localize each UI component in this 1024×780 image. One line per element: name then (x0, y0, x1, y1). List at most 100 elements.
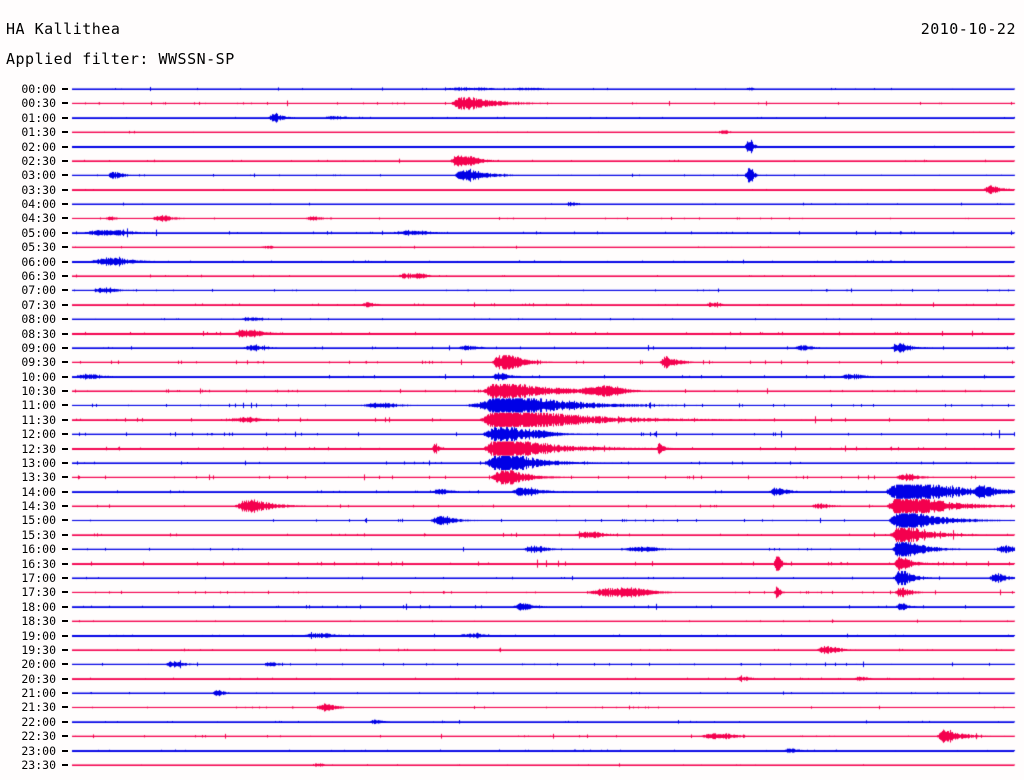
time-label-1600: 16:00 (21, 542, 56, 557)
time-tick (62, 764, 68, 766)
time-label-0030: 00:30 (21, 96, 56, 111)
time-tick (62, 332, 68, 335)
time-tick (62, 634, 68, 637)
time-label-1000: 10:00 (21, 369, 56, 384)
time-tick (62, 433, 68, 436)
time-tick (62, 577, 68, 580)
time-tick (62, 318, 68, 321)
time-tick (62, 519, 68, 522)
time-tick (62, 735, 68, 738)
seismogram-trace-canvas (0, 78, 1024, 778)
time-label-2200: 22:00 (21, 714, 56, 729)
seismogram-plot: 00:00 00:30 01:00 01:30 02:00 02:30 03:00 03:30… (0, 78, 1024, 778)
time-label-0700: 07:00 (21, 283, 56, 298)
time-tick (62, 116, 68, 119)
time-tick (62, 591, 68, 594)
time-tick (62, 533, 68, 536)
time-tick (62, 88, 68, 90)
time-label-1300: 13:00 (21, 455, 56, 470)
time-label-1530: 15:30 (21, 527, 56, 542)
time-label-0930: 09:30 (21, 355, 56, 370)
time-label-2030: 20:30 (21, 671, 56, 686)
time-label-0430: 04:30 (21, 211, 56, 226)
time-label-1430: 14:30 (21, 499, 56, 514)
time-tick (62, 548, 68, 551)
time-label-1730: 17:30 (21, 585, 56, 600)
time-tick (62, 677, 68, 680)
time-tick (62, 289, 68, 292)
time-tick (62, 605, 68, 608)
time-label-1330: 13:30 (21, 470, 56, 485)
time-tick (62, 246, 68, 249)
time-tick (62, 188, 68, 191)
time-tick (62, 692, 68, 695)
time-label-0900: 09:00 (21, 340, 56, 355)
time-tick (62, 174, 68, 177)
time-tick (62, 203, 68, 206)
time-tick (62, 303, 68, 306)
time-tick (62, 749, 68, 752)
time-tick (62, 505, 68, 508)
time-label-0800: 08:00 (21, 312, 56, 327)
time-label-2230: 22:30 (21, 729, 56, 744)
time-tick (62, 461, 68, 464)
time-label-1130: 11:30 (21, 412, 56, 427)
time-tick (62, 476, 68, 479)
time-tick (62, 274, 68, 277)
time-label-0130: 01:30 (21, 125, 56, 140)
time-label-1100: 11:00 (21, 398, 56, 413)
applied-filter-label: Applied filter: WWSSN-SP (6, 50, 235, 68)
time-label-0400: 04:00 (21, 197, 56, 212)
time-label-1830: 18:30 (21, 614, 56, 629)
time-tick (62, 648, 68, 651)
time-tick (62, 663, 68, 666)
time-label-1500: 15:00 (21, 513, 56, 528)
time-label-1230: 12:30 (21, 441, 56, 456)
time-label-0830: 08:30 (21, 326, 56, 341)
time-label-0200: 02:00 (21, 139, 56, 154)
time-tick (62, 404, 68, 407)
time-label-2100: 21:00 (21, 686, 56, 701)
time-tick (62, 145, 68, 148)
time-label-0300: 03:00 (21, 168, 56, 183)
time-label-1030: 10:30 (21, 384, 56, 399)
time-tick (62, 620, 68, 623)
time-label-1200: 12:00 (21, 427, 56, 442)
time-tick (62, 375, 68, 378)
time-label-1400: 14:00 (21, 484, 56, 499)
time-label-2000: 20:00 (21, 657, 56, 672)
time-tick (62, 706, 68, 709)
time-tick (62, 562, 68, 565)
time-label-0000: 00:00 (21, 82, 56, 96)
time-label-2130: 21:30 (21, 700, 56, 715)
time-label-0730: 07:30 (21, 297, 56, 312)
time-tick (62, 131, 68, 134)
time-label-1930: 19:30 (21, 642, 56, 657)
time-tick (62, 447, 68, 450)
time-tick (62, 490, 68, 493)
time-label-0600: 06:00 (21, 254, 56, 269)
time-label-1900: 19:00 (21, 628, 56, 643)
time-tick (62, 418, 68, 421)
time-tick (62, 346, 68, 349)
time-axis: 00:00 00:30 01:00 01:30 02:00 02:30 03:00 03:30… (0, 78, 70, 778)
time-tick (62, 102, 68, 105)
time-label-0630: 06:30 (21, 268, 56, 283)
time-label-1700: 17:00 (21, 571, 56, 586)
time-tick (62, 260, 68, 263)
time-label-0530: 05:30 (21, 240, 56, 255)
time-tick (62, 231, 68, 234)
time-tick (62, 159, 68, 162)
time-tick (62, 361, 68, 364)
time-label-2300: 23:00 (21, 743, 56, 758)
time-label-1800: 18:00 (21, 599, 56, 614)
time-label-0100: 01:00 (21, 110, 56, 125)
time-label-2330: 23:30 (21, 758, 56, 772)
time-tick (62, 720, 68, 723)
time-label-0500: 05:00 (21, 225, 56, 240)
time-label-0330: 03:30 (21, 182, 56, 197)
time-label-1630: 16:30 (21, 556, 56, 571)
time-label-0230: 02:30 (21, 153, 56, 168)
record-date-label: 2010-10-22 (920, 20, 1016, 38)
